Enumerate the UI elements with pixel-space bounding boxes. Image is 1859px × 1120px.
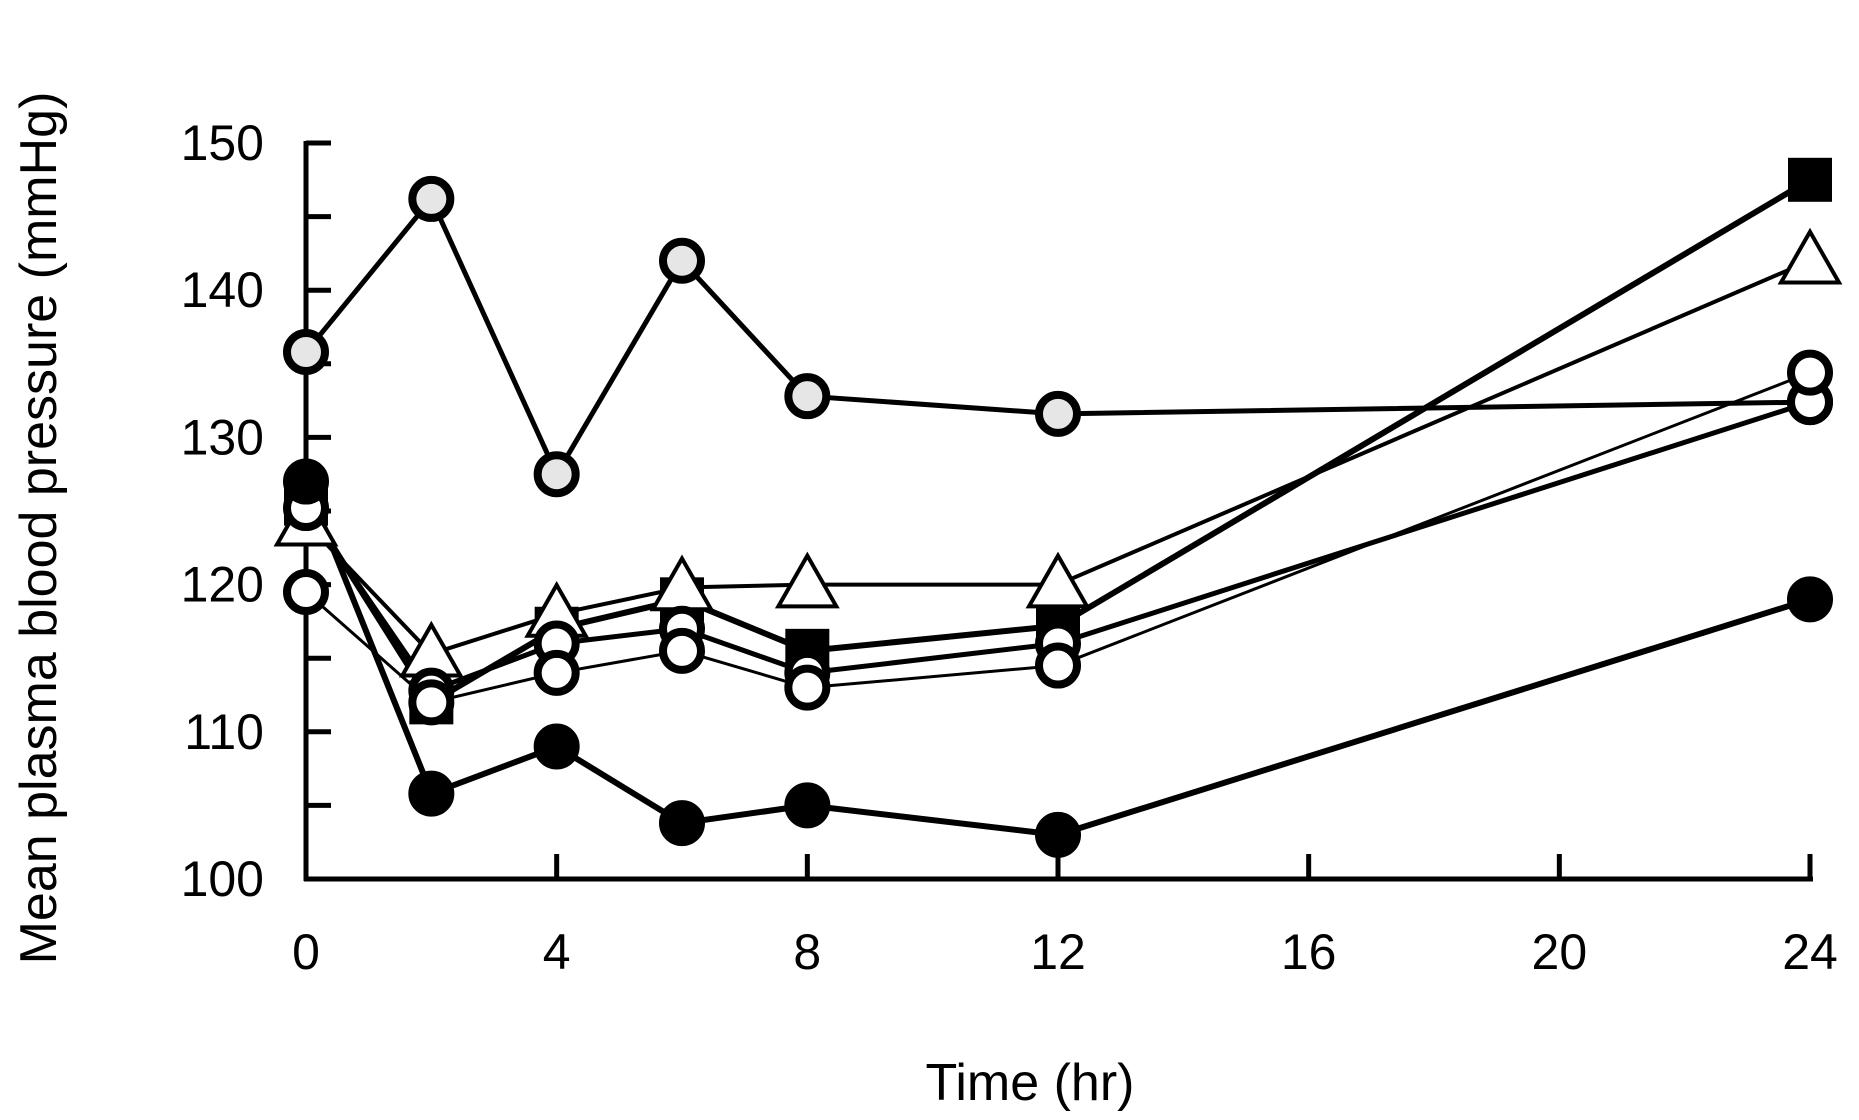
series-markers — [273, 157, 1843, 858]
data-point — [533, 649, 580, 696]
data-point — [1035, 390, 1081, 437]
axes: 100 110 120 130 140 150 0 4 8 12 16 20 24 — [181, 115, 1838, 980]
data-point — [659, 800, 705, 847]
x-tick-label: 12 — [1030, 924, 1086, 980]
y-tick-label: 130 — [181, 409, 264, 465]
y-axis-title: Mean plasma blood pressure (mmHg) — [10, 92, 68, 965]
data-point — [659, 627, 705, 674]
x-tick-label: 8 — [793, 924, 821, 980]
x-tick-label: 0 — [292, 924, 320, 980]
data-point — [1788, 157, 1832, 202]
data-point — [784, 373, 831, 420]
y-tick-label: 120 — [181, 557, 264, 613]
y-tick-label: 140 — [181, 262, 264, 318]
data-point — [533, 451, 580, 498]
data-point — [1035, 811, 1081, 858]
data-point — [784, 782, 831, 829]
data-point — [1787, 349, 1833, 396]
y-tick-label: 150 — [181, 115, 264, 171]
y-tick-label: 110 — [184, 704, 264, 760]
data-point — [784, 664, 831, 711]
y-tick-label: 100 — [181, 851, 264, 907]
x-tick-label: 16 — [1281, 924, 1337, 980]
data-point — [408, 770, 455, 817]
data-point — [1777, 227, 1843, 285]
data-point — [659, 237, 705, 284]
x-axis-title: Time (hr) — [926, 1054, 1135, 1112]
series-lines — [303, 177, 1812, 838]
x-tick-label: 4 — [543, 924, 571, 980]
data-point — [1025, 551, 1091, 609]
x-tick-label: 24 — [1782, 924, 1838, 980]
data-point — [408, 175, 455, 222]
data-point — [533, 723, 580, 770]
x-tick-label: 20 — [1532, 924, 1588, 980]
data-point — [774, 551, 840, 609]
data-point — [283, 568, 329, 615]
data-point — [283, 458, 329, 505]
data-point — [283, 329, 329, 376]
data-point — [1035, 642, 1081, 689]
data-point — [408, 679, 455, 726]
data-point — [1787, 576, 1833, 623]
